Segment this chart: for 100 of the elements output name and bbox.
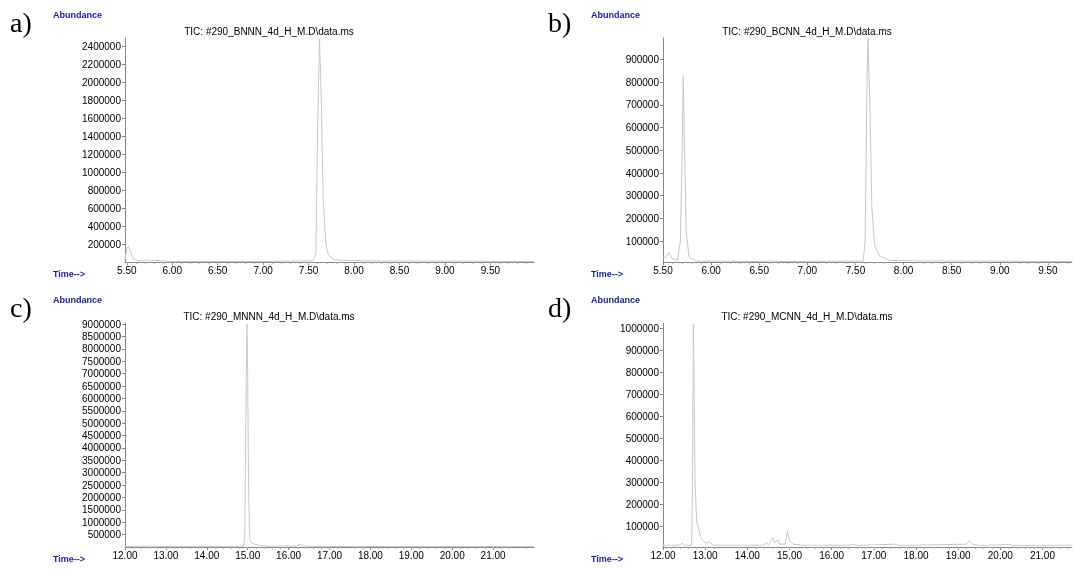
text: a): [10, 6, 32, 38]
y-tick-label: 8000000: [82, 343, 122, 355]
x-tick-label: 19.00: [945, 549, 972, 561]
y-tick-label: 700000: [625, 389, 660, 401]
y-tick-label: 600000: [625, 122, 660, 134]
x-tick-label: 8.00: [893, 264, 914, 276]
text: c): [10, 291, 32, 323]
line-series: [124, 38, 535, 263]
line-series: [662, 38, 1073, 263]
text: b): [548, 6, 572, 38]
x-tick-label: 18.00: [903, 549, 929, 561]
x-tick-label: 21.00: [480, 549, 507, 561]
y-tick-label: 1400000: [82, 130, 122, 142]
y-tick-label: 1000000: [620, 323, 660, 335]
y-tick-label: 1200000: [82, 148, 122, 160]
y-tick-label: 1800000: [82, 94, 122, 106]
y-axis-title: Abundance: [53, 294, 103, 305]
y-tick-label: 400000: [625, 167, 660, 179]
chart-title: TIC: #290_BCNN_4d_H_M.D\data.ms: [722, 25, 892, 37]
x-axis-title: Time-->: [591, 268, 624, 279]
y-tick-label: 3000000: [82, 467, 122, 479]
y-tick-label: 500000: [625, 144, 660, 156]
x-axis-title: Time-->: [53, 268, 86, 279]
y-tick-label: 2500000: [82, 479, 122, 491]
y-tick-label: 700000: [625, 99, 660, 111]
y-tick-label: 800000: [625, 76, 660, 88]
x-tick-label: 13.00: [153, 549, 179, 561]
x-tick-label: 6.00: [701, 264, 722, 276]
y-tick-label: 5500000: [82, 405, 122, 417]
x-tick-label: 6.00: [162, 264, 183, 276]
x-axis-title: Time-->: [53, 553, 86, 564]
x-tick-label: 14.00: [194, 549, 220, 561]
x-tick-label: 8.50: [389, 264, 410, 276]
y-tick-label: 200000: [87, 238, 122, 250]
y-tick-label: 1000000: [82, 516, 122, 528]
y-tick-label: 5000000: [82, 417, 122, 429]
y-tick-label: 6000000: [82, 392, 122, 404]
x-tick-label: 15.00: [235, 549, 261, 561]
y-tick-label: 600000: [625, 411, 660, 423]
y-tick-label: 400000: [87, 220, 122, 232]
y-tick-label: 8500000: [82, 331, 122, 343]
y-tick-label: 600000: [87, 202, 122, 214]
x-tick-label: 20.00: [439, 549, 466, 561]
chart-title: TIC: #290_MNNN_4d_H_M.D\data.ms: [183, 310, 355, 322]
y-tick-label: 100000: [625, 521, 660, 533]
x-tick-label: 9.50: [1038, 264, 1059, 276]
y-axis-title: Abundance: [53, 9, 103, 20]
x-tick-label: 6.50: [749, 264, 770, 276]
x-tick-label: 9.00: [435, 264, 456, 276]
y-tick-label: 900000: [625, 54, 660, 66]
x-tick-label: 16.00: [819, 549, 845, 561]
x-tick-label: 8.50: [941, 264, 962, 276]
x-tick-label: 6.50: [207, 264, 228, 276]
y-tick-label: 9000000: [82, 318, 122, 330]
y-tick-label: 3500000: [82, 454, 122, 466]
x-tick-label: 7.50: [298, 264, 319, 276]
x-tick-label: 5.50: [117, 264, 137, 276]
y-tick-label: 800000: [87, 184, 122, 196]
y-tick-label: 1000000: [82, 166, 122, 178]
x-tick-label: 18.00: [357, 549, 384, 561]
x-tick-label: 13.00: [692, 549, 719, 561]
y-tick-label: 7500000: [82, 355, 122, 367]
x-tick-label: 5.50: [653, 264, 674, 276]
y-tick-label: 200000: [625, 212, 660, 224]
y-tick-label: 200000: [625, 499, 660, 511]
x-tick-label: 14.00: [734, 549, 761, 561]
x-tick-label: 7.00: [797, 264, 818, 276]
y-tick-label: 2200000: [82, 58, 122, 70]
y-tick-label: 2400000: [82, 40, 122, 52]
x-tick-label: 7.00: [253, 264, 274, 276]
x-tick-label: 21.00: [1029, 549, 1056, 561]
x-tick-label: 9.50: [480, 264, 501, 276]
y-tick-label: 100000: [625, 235, 660, 247]
y-tick-label: 6500000: [82, 380, 122, 392]
chart-title: TIC: #290_BNNN_4d_H_M.D\data.ms: [184, 25, 354, 37]
y-tick-label: 7000000: [82, 368, 122, 380]
y-tick-label: 4000000: [82, 442, 122, 454]
y-tick-label: 300000: [625, 190, 660, 202]
x-tick-label: 20.00: [987, 549, 1014, 561]
x-tick-label: 12.00: [112, 549, 138, 561]
x-tick-label: 8.00: [344, 264, 365, 276]
y-tick-label: 1500000: [82, 504, 122, 516]
x-tick-label: 12.00: [650, 549, 676, 561]
x-tick-label: 19.00: [398, 549, 425, 561]
x-axis-title: Time-->: [591, 553, 624, 564]
y-tick-label: 2000000: [82, 492, 122, 503]
x-tick-label: 17.00: [861, 549, 887, 561]
y-tick-label: 900000: [625, 345, 660, 357]
y-tick-label: 1600000: [82, 112, 122, 124]
y-tick-label: 300000: [625, 477, 660, 489]
y-tick-label: 4500000: [82, 430, 122, 442]
y-axis-title: Abundance: [591, 294, 641, 305]
x-tick-label: 17.00: [316, 549, 343, 561]
y-tick-label: 2000000: [82, 76, 122, 88]
text: d): [548, 291, 572, 323]
line-series: [124, 323, 535, 548]
chart-title: TIC: #290_MCNN_4d_H_M.D\data.ms: [721, 310, 893, 322]
y-tick-label: 800000: [625, 367, 660, 379]
x-tick-label: 7.50: [845, 264, 866, 276]
y-tick-label: 500000: [87, 529, 122, 541]
